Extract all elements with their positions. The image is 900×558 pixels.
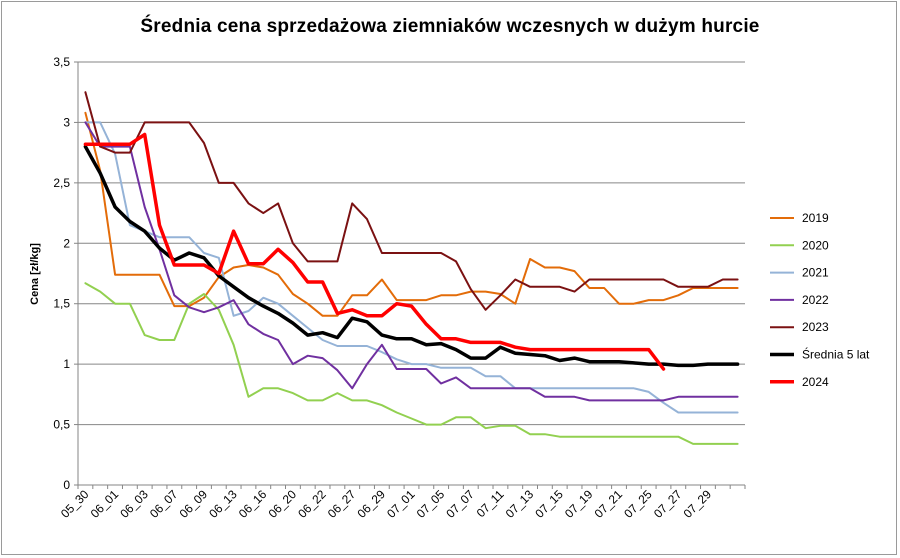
x-tick-label: 07_25 (621, 487, 655, 521)
x-tick-label: 07_19 (562, 487, 596, 521)
legend-label: 2024 (802, 375, 829, 389)
y-tick-label: 0 (63, 478, 70, 492)
x-tick-label: 07_29 (681, 487, 715, 521)
legend-label: 2019 (802, 211, 829, 225)
x-tick-label: 06_27 (325, 487, 359, 521)
x-tick-label: 06_07 (147, 487, 181, 521)
legend-label: Średnia 5 lat (802, 347, 870, 362)
x-tick-label: 06_22 (295, 487, 329, 521)
x-tick-label: 07_01 (384, 487, 418, 521)
series-line-2022 (84, 121, 739, 402)
x-tick-label: 06_29 (354, 487, 388, 521)
y-tick-label: 1 (63, 357, 70, 371)
series-line-2020 (84, 282, 739, 445)
x-tick-label: 06_13 (206, 487, 240, 521)
x-tick-label: 07_13 (503, 487, 537, 521)
y-axis-label: Cena [zł/kg] (29, 243, 41, 305)
x-tick-label: 07_27 (651, 487, 685, 521)
x-tick-label: 06_20 (266, 487, 300, 521)
legend-label: 2022 (802, 293, 829, 307)
y-tick-label: 3,5 (53, 55, 70, 69)
legend: 2019 2020 2021 2022 2023 Średnia 5 lat 2024 (770, 211, 870, 389)
x-tick-label: 07_05 (414, 487, 448, 521)
series-line-2023 (84, 91, 739, 311)
series-lines (83, 91, 740, 445)
series-line-2021 (84, 121, 739, 414)
x-tick-label: 07_11 (474, 487, 507, 520)
series-line-2019 (84, 111, 739, 317)
y-tick-label: 3 (63, 115, 70, 129)
x-tick-label: 05_30 (58, 487, 92, 521)
y-tick-label: 1,5 (53, 297, 70, 311)
legend-label: 2021 (802, 266, 829, 280)
x-tick-label: 06_03 (117, 487, 151, 521)
x-tick-label: 07_15 (532, 487, 566, 521)
y-tick-label: 2 (63, 236, 70, 250)
series-line--rednia-5-lat (83, 144, 740, 368)
y-tick-label: 2,5 (53, 176, 70, 190)
legend-label: 2023 (802, 320, 829, 334)
axes: 0 0,5 1 1,5 2 2,5 3 3,5 05_3006_0106_0306_0706_0… (53, 55, 746, 521)
x-tick-label: 06_16 (236, 487, 270, 521)
x-tick-label: 07_21 (592, 487, 626, 521)
y-tick-label: 0,5 (53, 418, 70, 432)
x-tick-label: 06_01 (88, 487, 122, 521)
grid-lines (78, 61, 745, 426)
legend-label: 2020 (802, 238, 829, 252)
series-line-2024 (83, 132, 666, 371)
x-tick-label: 06_09 (177, 487, 211, 521)
x-tick-label: 07_07 (443, 487, 477, 521)
chart-title: Średnia cena sprzedażowa ziemniaków wcze… (140, 16, 760, 37)
